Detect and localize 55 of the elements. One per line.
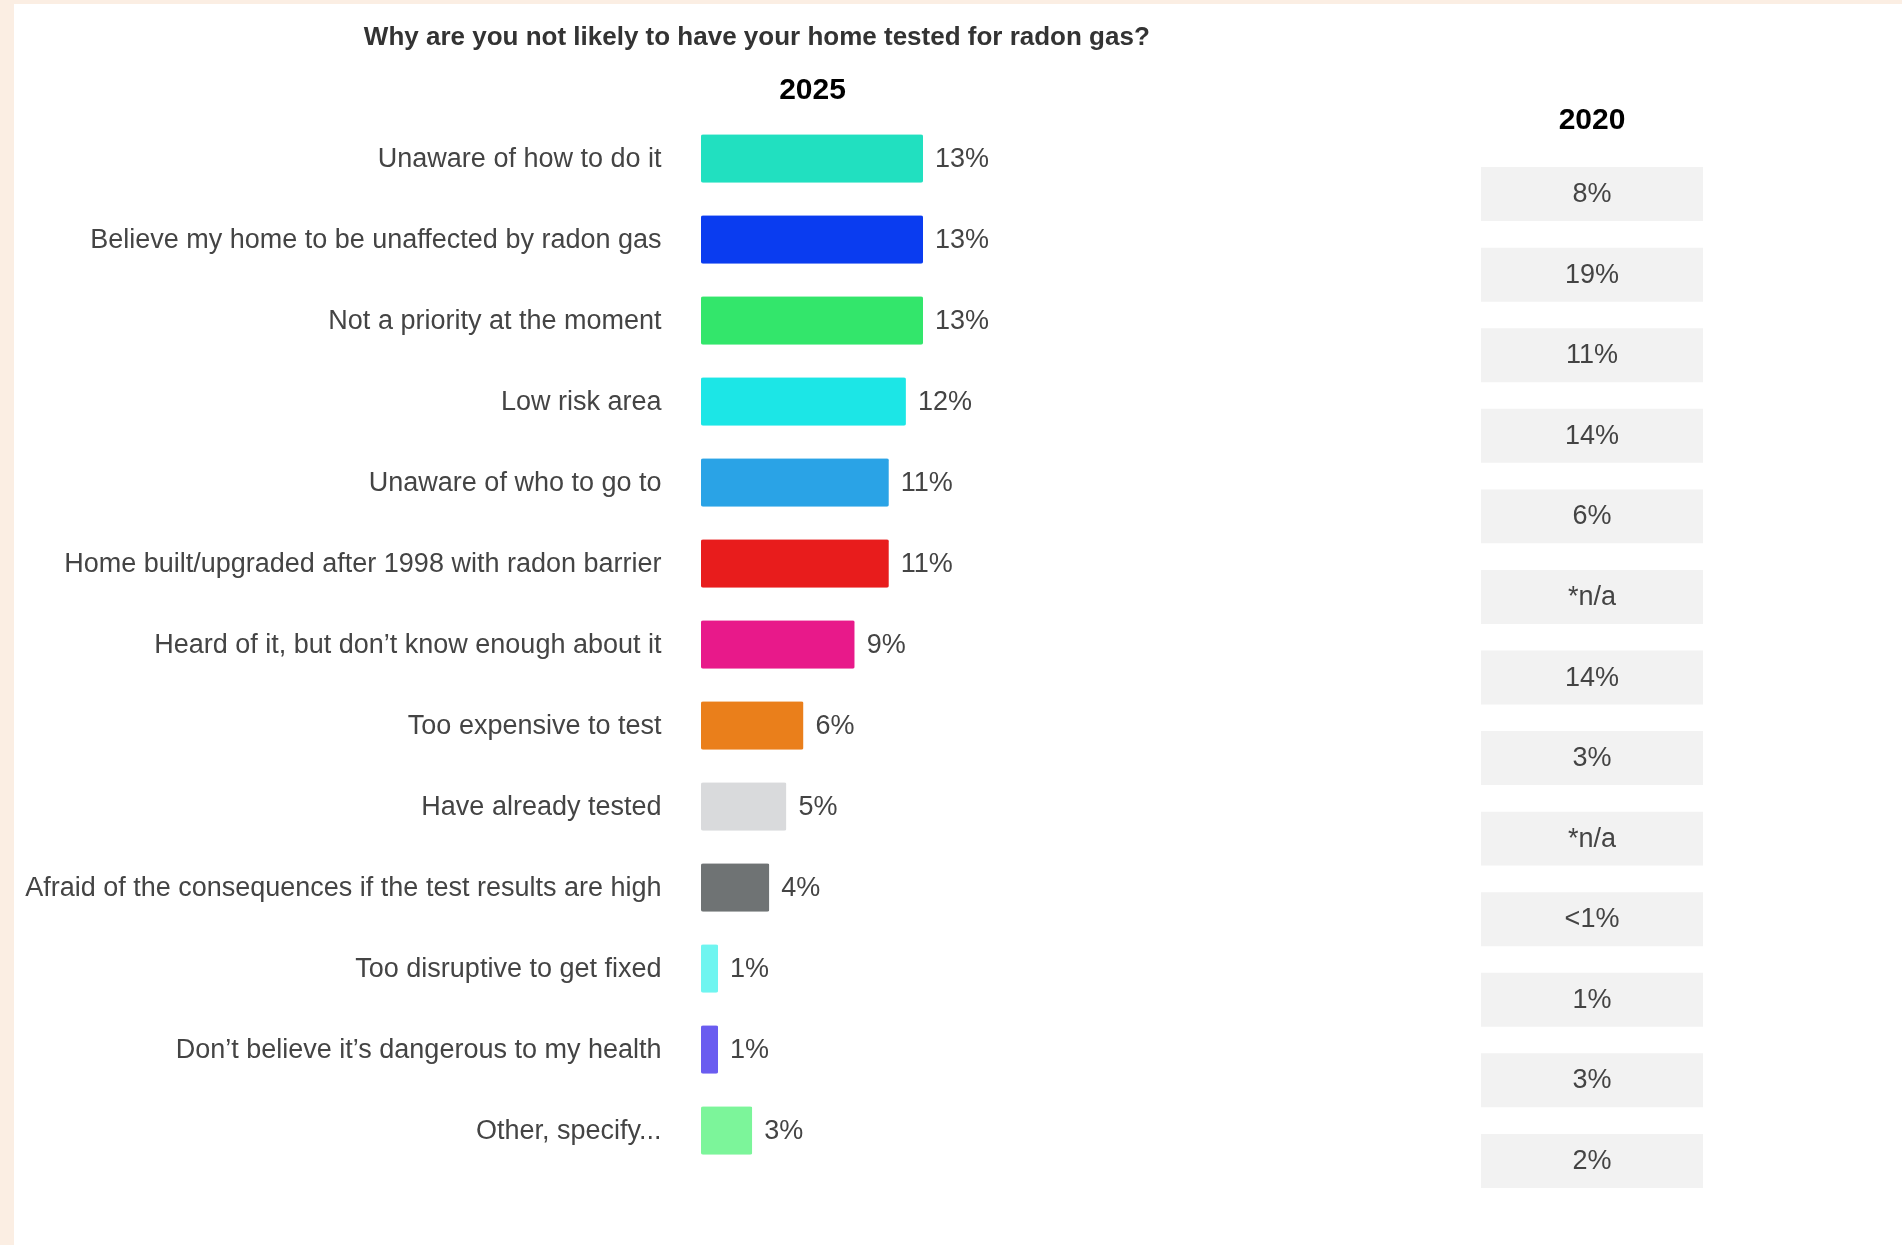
text: <1% bbox=[1564, 903, 1620, 934]
y-tick-label: Unaware of how to do it bbox=[377, 142, 662, 173]
text: 19% bbox=[1564, 258, 1620, 289]
data-label: 11% bbox=[900, 547, 953, 578]
data-label: 13% bbox=[935, 142, 990, 173]
data-label: 12% bbox=[917, 385, 972, 416]
data-label: 11% bbox=[900, 466, 953, 497]
data-label: 1% bbox=[730, 1033, 770, 1064]
y-tick-label: Unaware of who to go to bbox=[368, 466, 662, 497]
data-label: 1% bbox=[730, 952, 770, 983]
y-tick-label: Not a priority at the moment bbox=[328, 304, 662, 335]
text: 6% bbox=[1572, 500, 1612, 531]
text: 8% bbox=[1572, 178, 1612, 209]
x-axis-title: 2025 bbox=[779, 71, 846, 105]
bar bbox=[701, 782, 787, 831]
y-tick-label: Afraid of the consequences if the test results are high bbox=[25, 871, 662, 902]
data-label: 4% bbox=[781, 871, 821, 902]
y-tick-label: Too disruptive to get fixed bbox=[355, 952, 662, 983]
data-label: 3% bbox=[764, 1114, 804, 1145]
y-tick-label: Don’t believe it’s dangerous to my health bbox=[175, 1033, 662, 1064]
text: *n/a bbox=[1567, 822, 1617, 853]
text: 2% bbox=[1572, 1144, 1612, 1175]
data-label: 13% bbox=[935, 223, 990, 254]
y-tick-label: Believe my home to be unaffected by radon gas bbox=[90, 223, 662, 254]
text: 3% bbox=[1572, 742, 1612, 773]
data-label: 9% bbox=[866, 628, 906, 659]
bar bbox=[701, 863, 770, 912]
bar bbox=[701, 377, 906, 426]
text: 3% bbox=[1572, 1064, 1612, 1095]
y-tick-label: Have already tested bbox=[421, 790, 662, 821]
data-label: 6% bbox=[815, 709, 855, 740]
text: 1% bbox=[1572, 983, 1612, 1014]
text: 11% bbox=[1565, 339, 1619, 370]
y-tick-label: Other, specify... bbox=[475, 1114, 662, 1145]
bar bbox=[701, 1025, 719, 1074]
bar bbox=[701, 215, 923, 264]
bar bbox=[701, 1106, 753, 1155]
bar bbox=[701, 620, 855, 669]
chart-title: Why are you not likely to have your home tested for radon gas? bbox=[363, 21, 1150, 51]
text: *n/a bbox=[1567, 580, 1617, 611]
data-label: 13% bbox=[935, 304, 990, 335]
text: 14% bbox=[1564, 419, 1620, 450]
text: 2020 bbox=[1558, 102, 1626, 135]
y-tick-label: Low risk area bbox=[500, 385, 663, 416]
y-tick-label: Too expensive to test bbox=[407, 709, 662, 740]
bar bbox=[701, 539, 889, 588]
data-label: 5% bbox=[798, 790, 838, 821]
bar bbox=[701, 944, 719, 993]
text: 14% bbox=[1564, 661, 1620, 692]
bar bbox=[701, 134, 923, 183]
y-tick-label: Heard of it, but don’t know enough about it bbox=[154, 628, 662, 659]
bar bbox=[701, 296, 923, 345]
bar bbox=[701, 701, 804, 750]
bar bbox=[701, 458, 889, 507]
y-tick-label: Home built/upgraded after 1998 with radon barrier bbox=[64, 547, 662, 578]
